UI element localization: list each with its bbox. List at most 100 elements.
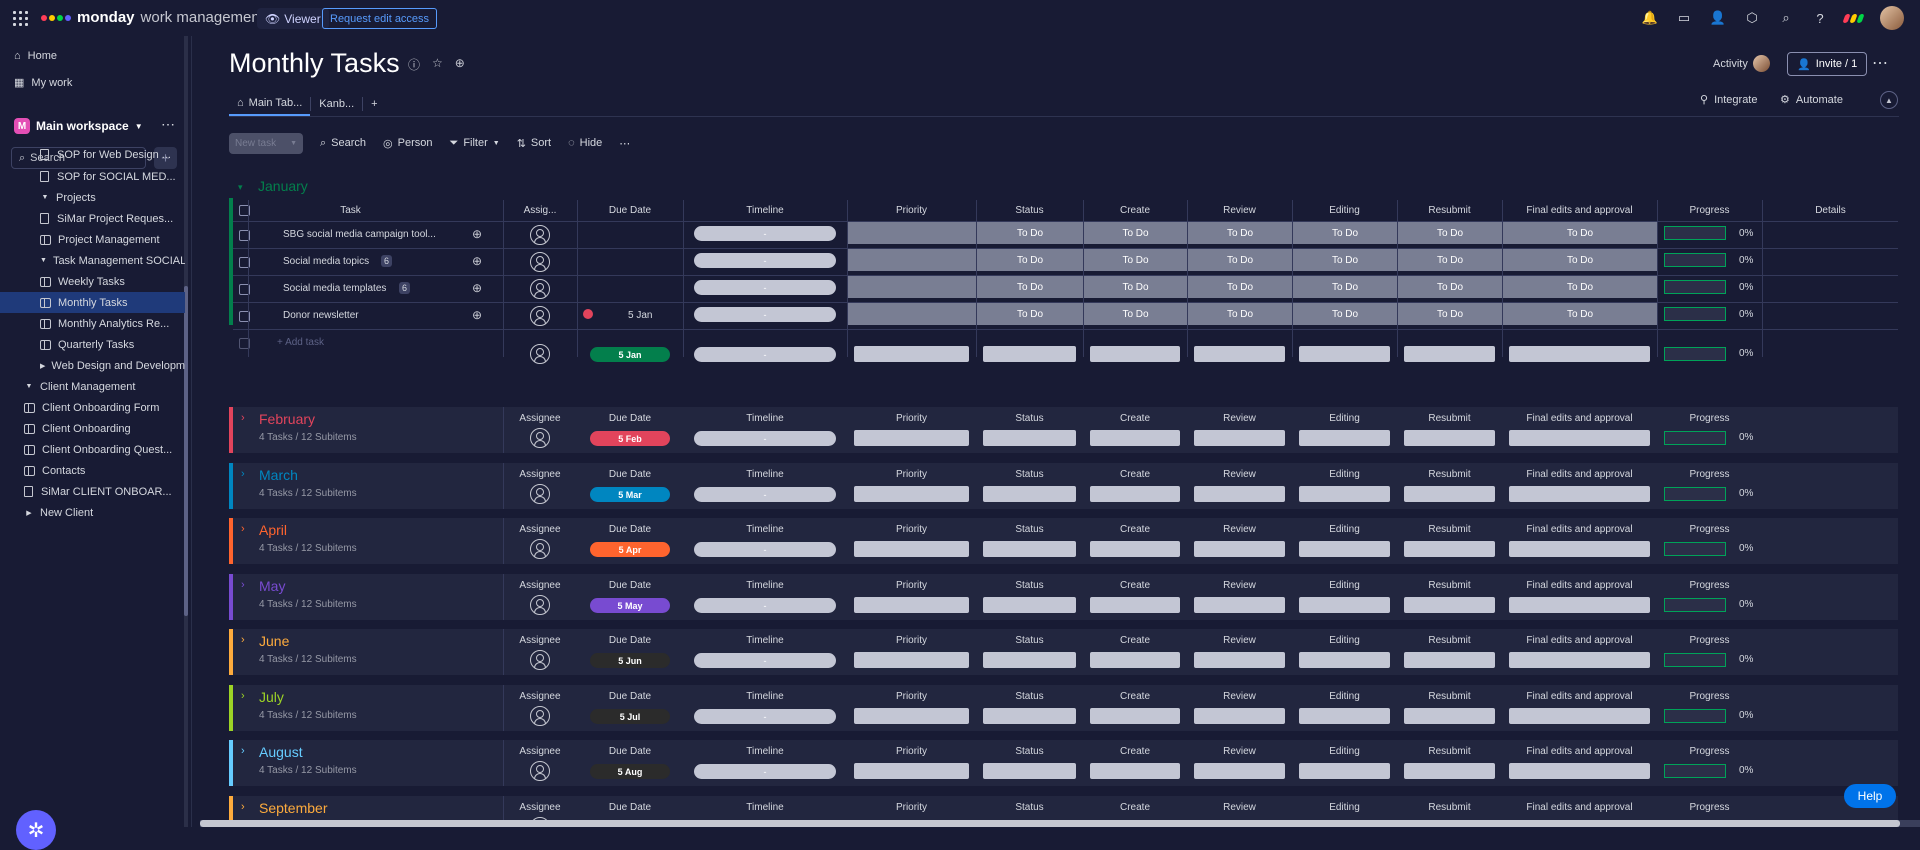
column-header-status[interactable]: Status [1015,580,1044,591]
column-header-due[interactable]: Due Date [608,691,652,702]
column-header-assignee[interactable]: Assignee [519,524,561,535]
column-header-progress[interactable]: Progress [1689,413,1730,424]
invite-members-icon[interactable]: 👤 [1709,10,1727,25]
column-header-timeline[interactable]: Timeline [746,469,784,480]
column-header-due[interactable]: Due Date [608,524,652,535]
sidebar-item[interactable]: Contacts [0,460,185,481]
column-header-timeline[interactable]: Timeline [746,691,784,702]
column-header-priority[interactable]: Priority [895,413,928,424]
priority-cell[interactable] [848,303,977,325]
sidebar-item[interactable]: SiMar CLIENT ONBOAR... [0,481,185,502]
assignee-avatar[interactable] [530,484,550,504]
select-all-checkbox[interactable] [239,205,250,216]
chevron-right-icon[interactable]: › [241,801,245,813]
column-header-timeline[interactable]: Timeline [746,746,784,757]
status-cell[interactable]: To Do [977,249,1084,271]
column-header-final[interactable]: Final edits and approval [1526,580,1633,591]
subitems-count[interactable]: 6 [399,282,411,294]
group-title[interactable]: March [259,467,298,483]
column-header-review[interactable]: Review [1223,413,1256,424]
help-button[interactable]: Help [1844,784,1896,808]
monday-apps-icon[interactable] [1842,11,1866,25]
caret-down-icon[interactable]: ▼ [40,257,47,264]
column-header-timeline[interactable]: Timeline [746,205,784,216]
sidebar-item[interactable]: Client Onboarding Quest... [0,439,185,460]
group-title[interactable]: August [259,744,303,760]
row-checkbox[interactable] [239,257,250,268]
search-button[interactable]: ⌕ Search [320,137,366,150]
invite-button[interactable]: 👤 Invite / 1 [1787,52,1868,76]
viewer-badge[interactable]: 👁 Viewer [257,8,329,29]
editing-cell[interactable]: To Do [1293,222,1398,244]
timeline-summary[interactable]: - [694,764,836,779]
assignee-avatar[interactable] [530,595,550,615]
column-header-create[interactable]: Create [1119,691,1150,702]
task-name[interactable]: SBG social media campaign tool... [283,229,436,240]
timeline-cell[interactable]: - [694,307,836,322]
user-avatar[interactable] [1880,6,1904,30]
timeline-cell[interactable]: - [694,280,836,295]
timeline-summary[interactable]: - [694,709,836,724]
sidebar-search-input[interactable]: ⌕ Search [11,147,146,169]
sidebar-item[interactable]: Weekly Tasks [0,271,185,292]
resubmit-cell[interactable]: To Do [1398,303,1503,325]
app-switcher-icon[interactable] [13,11,28,26]
sort-button[interactable]: ⇅ Sort [517,137,551,150]
column-header-create[interactable]: Create [1119,205,1150,216]
column-header-priority[interactable]: Priority [895,746,928,757]
sidebar-item[interactable]: SiMar Project Reques... [0,208,185,229]
resubmit-cell[interactable]: To Do [1398,249,1503,271]
column-header-final[interactable]: Final edits and approval [1526,413,1633,424]
column-header-status[interactable]: Status [1015,413,1044,424]
status-cell[interactable]: To Do [977,222,1084,244]
chevron-right-icon[interactable]: › [241,745,245,757]
group-title[interactable]: April [259,522,288,538]
row-checkbox[interactable] [239,230,250,241]
column-header-assignee[interactable]: Assig... [523,205,557,216]
column-header-assignee[interactable]: Assignee [519,746,561,757]
group-title[interactable]: May [259,578,286,594]
column-header-create[interactable]: Create [1119,413,1150,424]
column-header-due[interactable]: Due Date [608,205,652,216]
column-header-priority[interactable]: Priority [895,691,928,702]
integrate-button[interactable]: ⚲ Integrate [1700,93,1757,107]
monday-logo[interactable]: monday work management [41,9,264,26]
resubmit-cell[interactable]: To Do [1398,276,1503,298]
sidebar-item[interactable]: ▶ New Client [0,502,185,523]
column-header-review[interactable]: Review [1223,802,1256,813]
new-task-button[interactable]: New task ▼ [229,132,303,154]
workspace-selector[interactable]: M Main workspace ▼ [14,118,143,134]
assignee-avatar[interactable] [530,344,550,364]
assignee-avatar[interactable] [530,539,550,559]
column-header-editing[interactable]: Editing [1329,205,1360,216]
apps-icon[interactable]: ⬡ [1746,10,1758,25]
group-title[interactable]: June [259,633,290,649]
column-header-editing[interactable]: Editing [1329,524,1360,535]
timeline-summary[interactable]: - [694,542,836,557]
create-cell[interactable]: To Do [1084,276,1188,298]
caret-down-icon[interactable]: ▼ [41,194,49,201]
assistant-float-button[interactable]: ✲ [16,810,56,850]
column-header-progress[interactable]: Progress [1689,205,1730,216]
add-update-icon[interactable]: ⊕ [472,227,483,241]
timeline-summary[interactable]: - [694,653,836,668]
sidebar-item[interactable]: Project Management [0,229,185,250]
column-header-create[interactable]: Create [1119,469,1150,480]
row-checkbox[interactable] [239,284,250,295]
final-cell[interactable]: To Do [1503,276,1658,298]
sidebar-item[interactable]: ▶ Web Design and Developm... [0,355,185,376]
sidebar-item[interactable]: ▼ Task Management SOCIAL... [0,250,185,271]
horizontal-scrollbar-thumb[interactable] [200,820,1900,827]
add-update-icon[interactable]: ⊕ [472,308,483,322]
column-header-resubmit[interactable]: Resubmit [1428,524,1471,535]
column-header-final[interactable]: Final edits and approval [1526,746,1633,757]
column-header-priority[interactable]: Priority [895,635,928,646]
column-header-resubmit[interactable]: Resubmit [1428,802,1471,813]
star-icon[interactable]: ☆ [432,56,443,70]
more-icon[interactable]: ⋯ [619,137,631,150]
column-header-priority[interactable]: Priority [895,205,928,216]
column-header-progress[interactable]: Progress [1689,524,1730,535]
assignee-avatar[interactable] [530,428,550,448]
column-header-timeline[interactable]: Timeline [746,580,784,591]
assignee-avatar[interactable] [530,306,550,326]
